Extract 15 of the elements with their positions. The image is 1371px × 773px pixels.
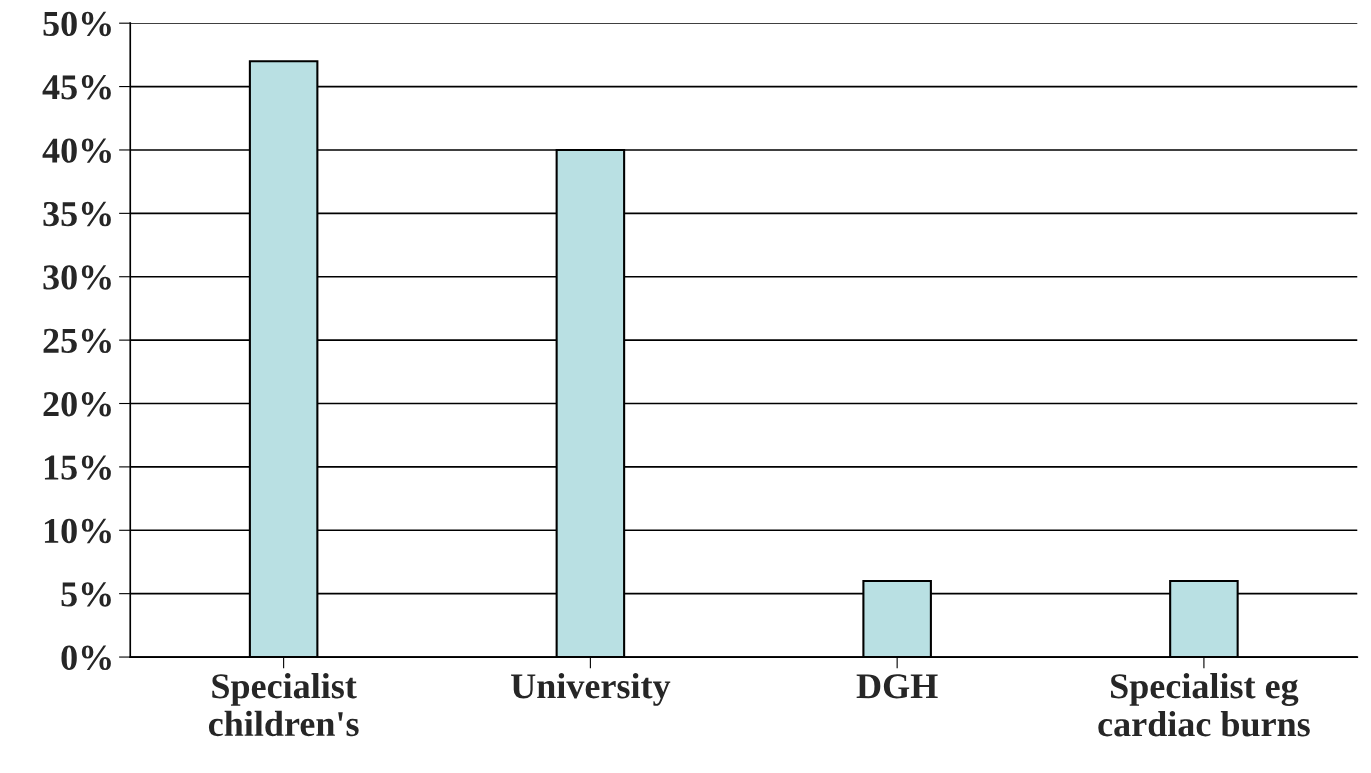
y-tick-label: 20% [43, 392, 111, 417]
y-tick-label: 50% [43, 11, 111, 37]
y-tick-label: 30% [43, 265, 111, 290]
y-tick-label: 45% [42, 75, 111, 100]
x-tick-label: Specialist children's [208, 673, 359, 737]
y-tick-label: 5% [61, 582, 111, 607]
x-tick-label: Specialist eg cardiac burns [1098, 673, 1310, 737]
y-tick-label: 15% [44, 455, 111, 480]
y-tick-label: 0% [61, 645, 111, 671]
y-tick-label: 25% [43, 328, 111, 354]
y-tick-label: 10% [44, 518, 111, 544]
y-tick-label: 40% [42, 138, 111, 163]
x-tick-label: University [511, 673, 671, 706]
y-tick-label: 35% [43, 201, 111, 227]
x-tick-label: DGH [856, 674, 938, 699]
